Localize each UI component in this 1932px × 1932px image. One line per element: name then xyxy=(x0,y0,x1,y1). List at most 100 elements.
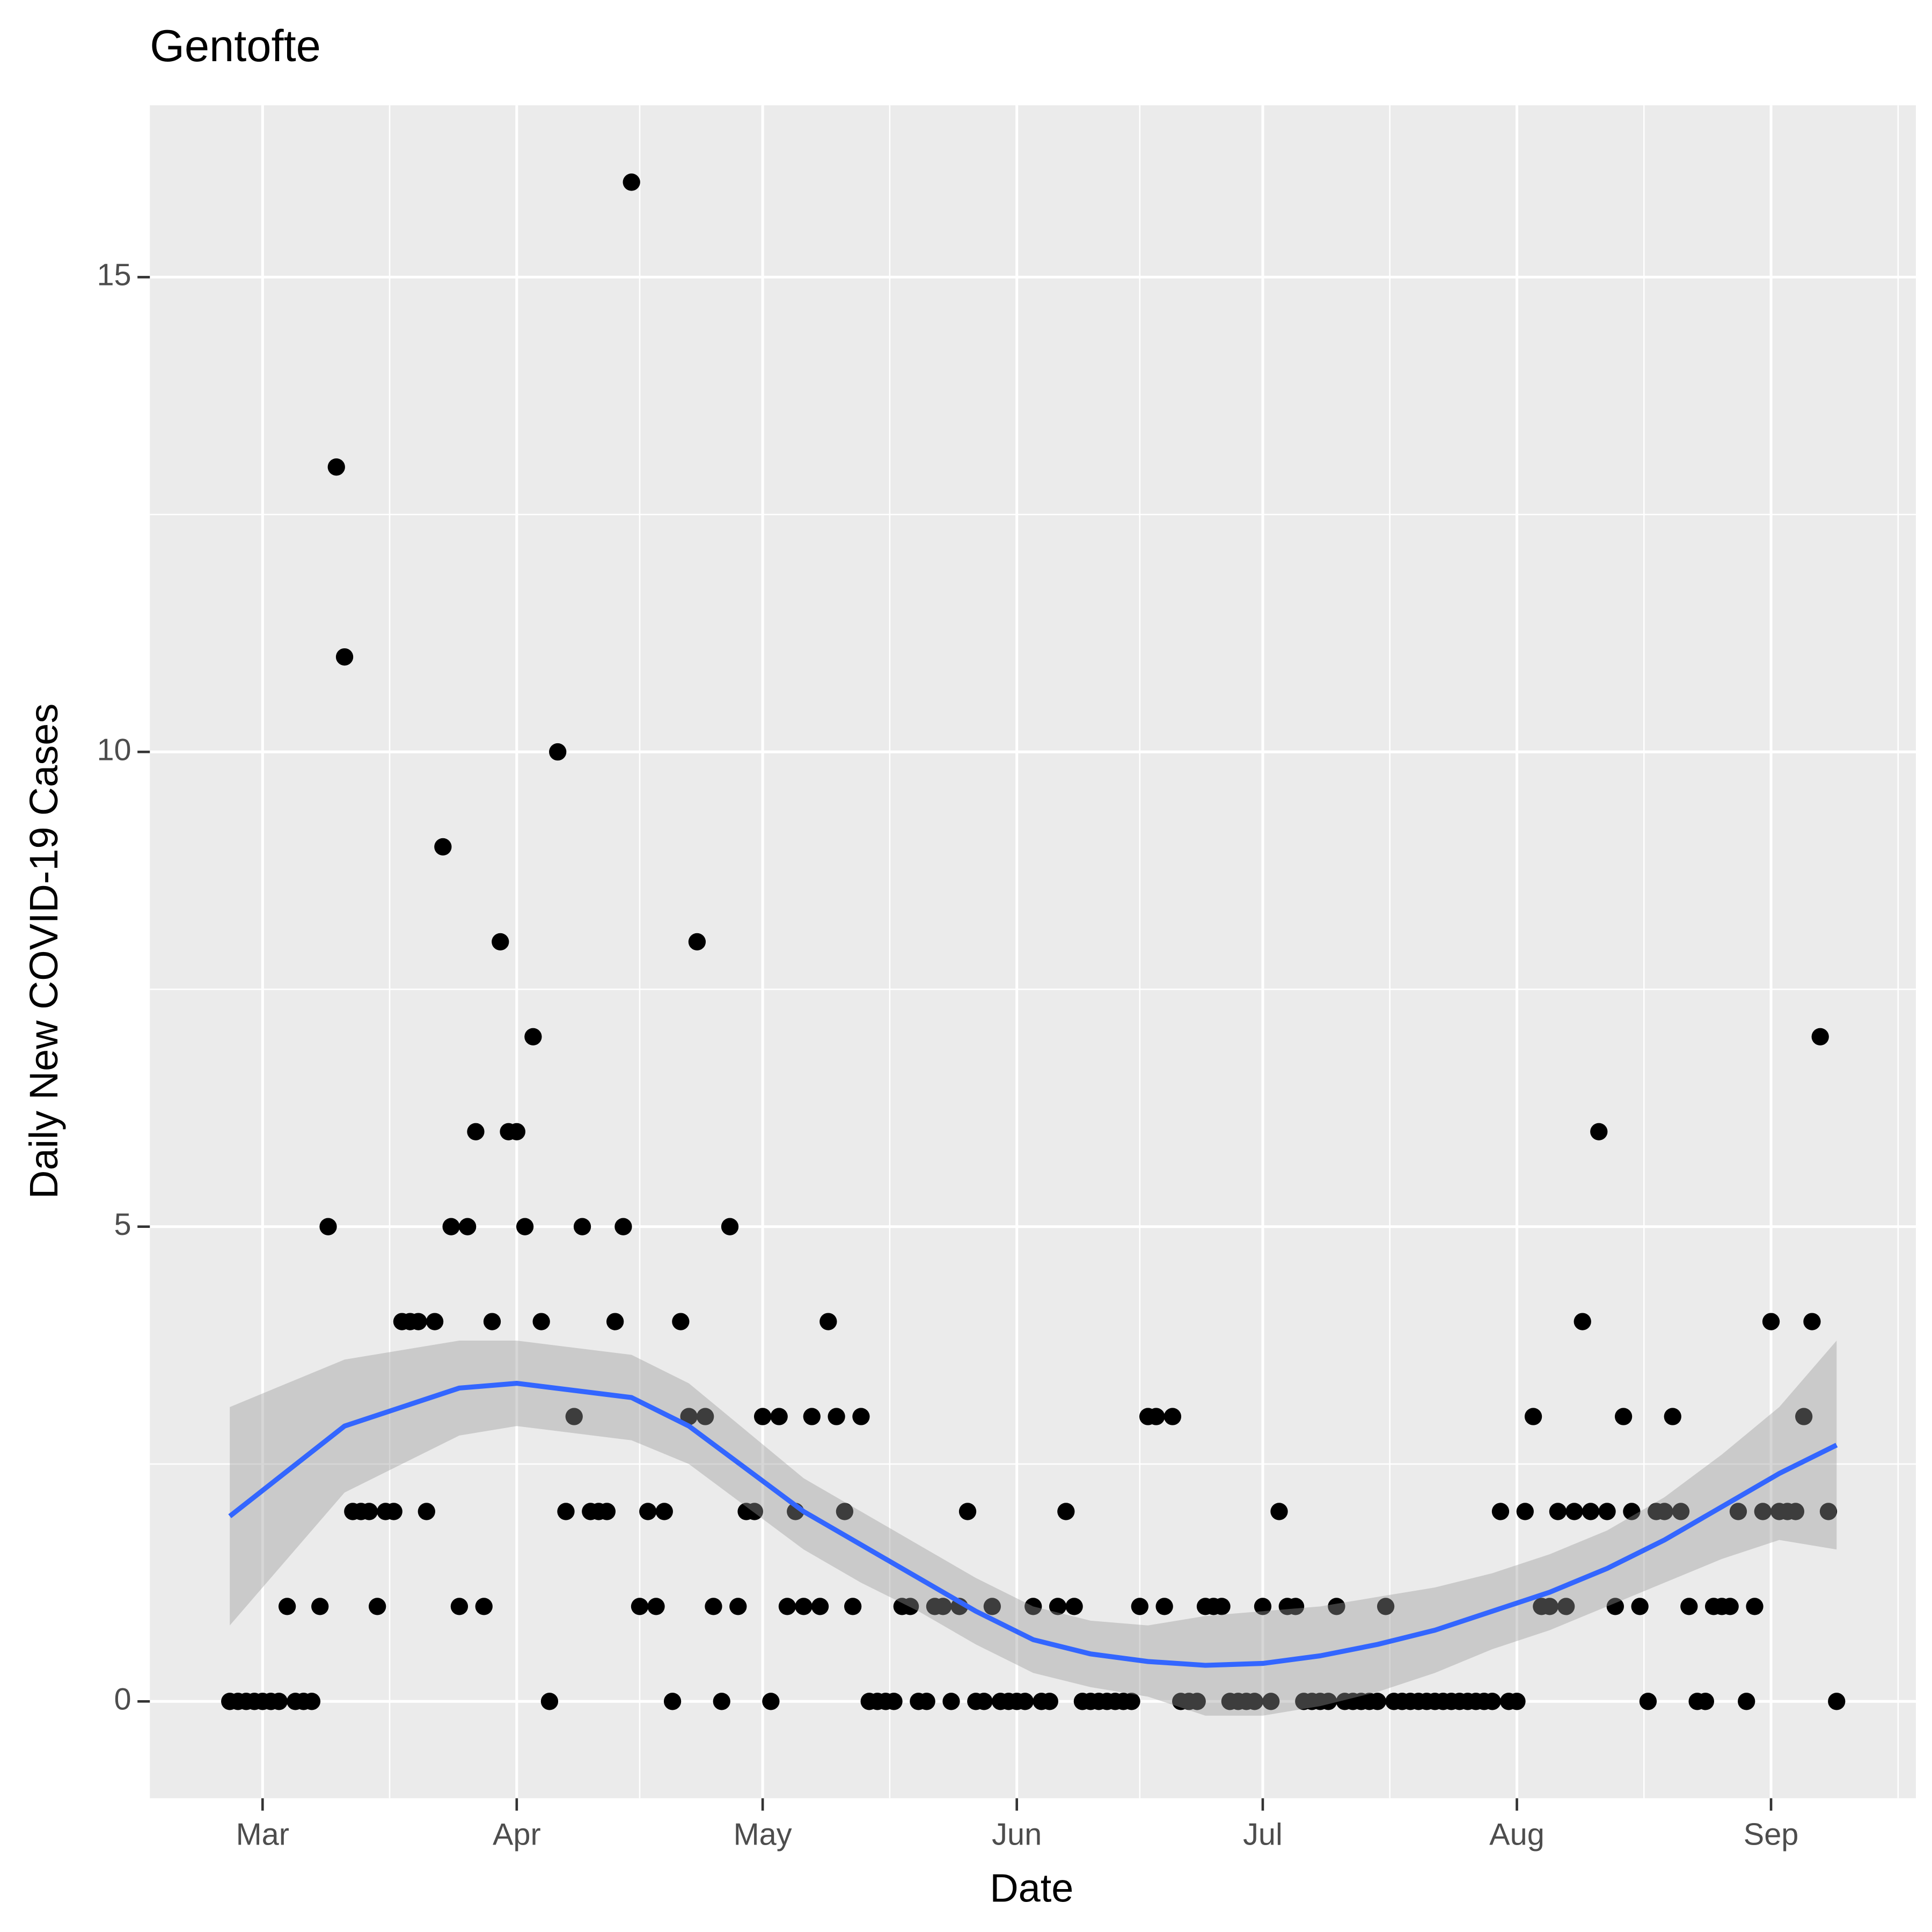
point xyxy=(492,933,509,951)
point xyxy=(270,1693,288,1710)
point xyxy=(1377,1598,1395,1615)
point xyxy=(335,648,354,666)
point xyxy=(958,1503,977,1520)
point xyxy=(934,1598,952,1615)
point xyxy=(1656,1503,1673,1520)
point xyxy=(918,1693,935,1710)
point xyxy=(852,1408,870,1425)
point xyxy=(1582,1503,1600,1520)
point xyxy=(311,1598,329,1615)
point xyxy=(1483,1693,1501,1710)
plot-panel xyxy=(150,105,1916,1798)
point xyxy=(278,1598,296,1615)
point xyxy=(1795,1408,1813,1425)
point xyxy=(1508,1693,1526,1710)
point xyxy=(1614,1408,1633,1425)
point xyxy=(1270,1503,1288,1520)
point xyxy=(1368,1693,1386,1710)
point xyxy=(1131,1598,1148,1615)
point xyxy=(1811,1028,1829,1045)
point xyxy=(598,1503,616,1520)
point xyxy=(434,838,452,856)
point xyxy=(1680,1598,1698,1615)
confidence-band xyxy=(230,1340,1837,1716)
point xyxy=(639,1503,657,1520)
point xyxy=(1188,1693,1206,1710)
point xyxy=(549,743,567,761)
point xyxy=(1721,1598,1739,1615)
x-axis-title: Date xyxy=(990,1865,1073,1910)
point xyxy=(1746,1598,1763,1615)
point xyxy=(1631,1598,1649,1615)
y-axis-title: Daily New COVID-19 Cases xyxy=(21,704,66,1199)
smooth-line xyxy=(228,1380,1838,1668)
point xyxy=(975,1693,993,1710)
point xyxy=(1672,1503,1690,1520)
point xyxy=(557,1503,575,1520)
point xyxy=(1147,1408,1165,1425)
point xyxy=(1516,1503,1534,1520)
point xyxy=(360,1503,378,1520)
marks xyxy=(221,173,1846,1716)
point xyxy=(540,1693,559,1710)
x-tick-label: Jun xyxy=(992,1818,1042,1852)
point xyxy=(1541,1598,1558,1615)
point xyxy=(483,1313,501,1330)
point xyxy=(532,1313,550,1330)
y-tick-label: 10 xyxy=(97,733,131,767)
point xyxy=(901,1598,919,1615)
point xyxy=(697,1408,714,1425)
point xyxy=(1057,1503,1075,1520)
point xyxy=(475,1598,493,1615)
point xyxy=(836,1503,854,1520)
point xyxy=(1123,1693,1140,1710)
point xyxy=(1549,1503,1567,1520)
point xyxy=(1623,1503,1641,1520)
point xyxy=(1639,1693,1657,1710)
point xyxy=(672,1313,690,1330)
point xyxy=(1155,1598,1173,1615)
point xyxy=(729,1598,747,1615)
point xyxy=(1574,1313,1591,1330)
y-tick-label: 5 xyxy=(114,1208,131,1242)
x-tick-label: Jul xyxy=(1243,1818,1283,1852)
point xyxy=(1065,1598,1083,1615)
point xyxy=(1320,1693,1337,1710)
point xyxy=(1803,1313,1821,1330)
point xyxy=(565,1408,583,1425)
point xyxy=(459,1218,477,1235)
point xyxy=(811,1598,829,1615)
point xyxy=(426,1313,444,1330)
point xyxy=(770,1408,788,1425)
point xyxy=(1565,1503,1583,1520)
point xyxy=(524,1028,542,1045)
point xyxy=(1598,1503,1616,1520)
point xyxy=(655,1503,673,1520)
point xyxy=(623,173,640,191)
point xyxy=(762,1693,780,1710)
point xyxy=(680,1408,698,1425)
point xyxy=(606,1313,624,1330)
point xyxy=(705,1598,722,1615)
point xyxy=(1754,1503,1772,1520)
point xyxy=(1328,1598,1345,1615)
point xyxy=(1762,1313,1780,1330)
point xyxy=(1828,1693,1846,1710)
point xyxy=(1262,1693,1280,1710)
x-tick-label: Mar xyxy=(236,1818,289,1852)
point xyxy=(1213,1598,1231,1615)
point xyxy=(1286,1598,1305,1615)
x-tick-label: Sep xyxy=(1744,1818,1799,1852)
point xyxy=(1024,1598,1042,1615)
x-tick-label: Apr xyxy=(493,1818,541,1852)
point xyxy=(844,1598,862,1615)
y-tick-label: 0 xyxy=(114,1682,131,1717)
grid xyxy=(150,105,1916,1798)
point xyxy=(1606,1598,1624,1615)
point xyxy=(1491,1503,1510,1520)
point xyxy=(442,1218,460,1235)
point xyxy=(885,1693,903,1710)
point xyxy=(778,1598,796,1615)
